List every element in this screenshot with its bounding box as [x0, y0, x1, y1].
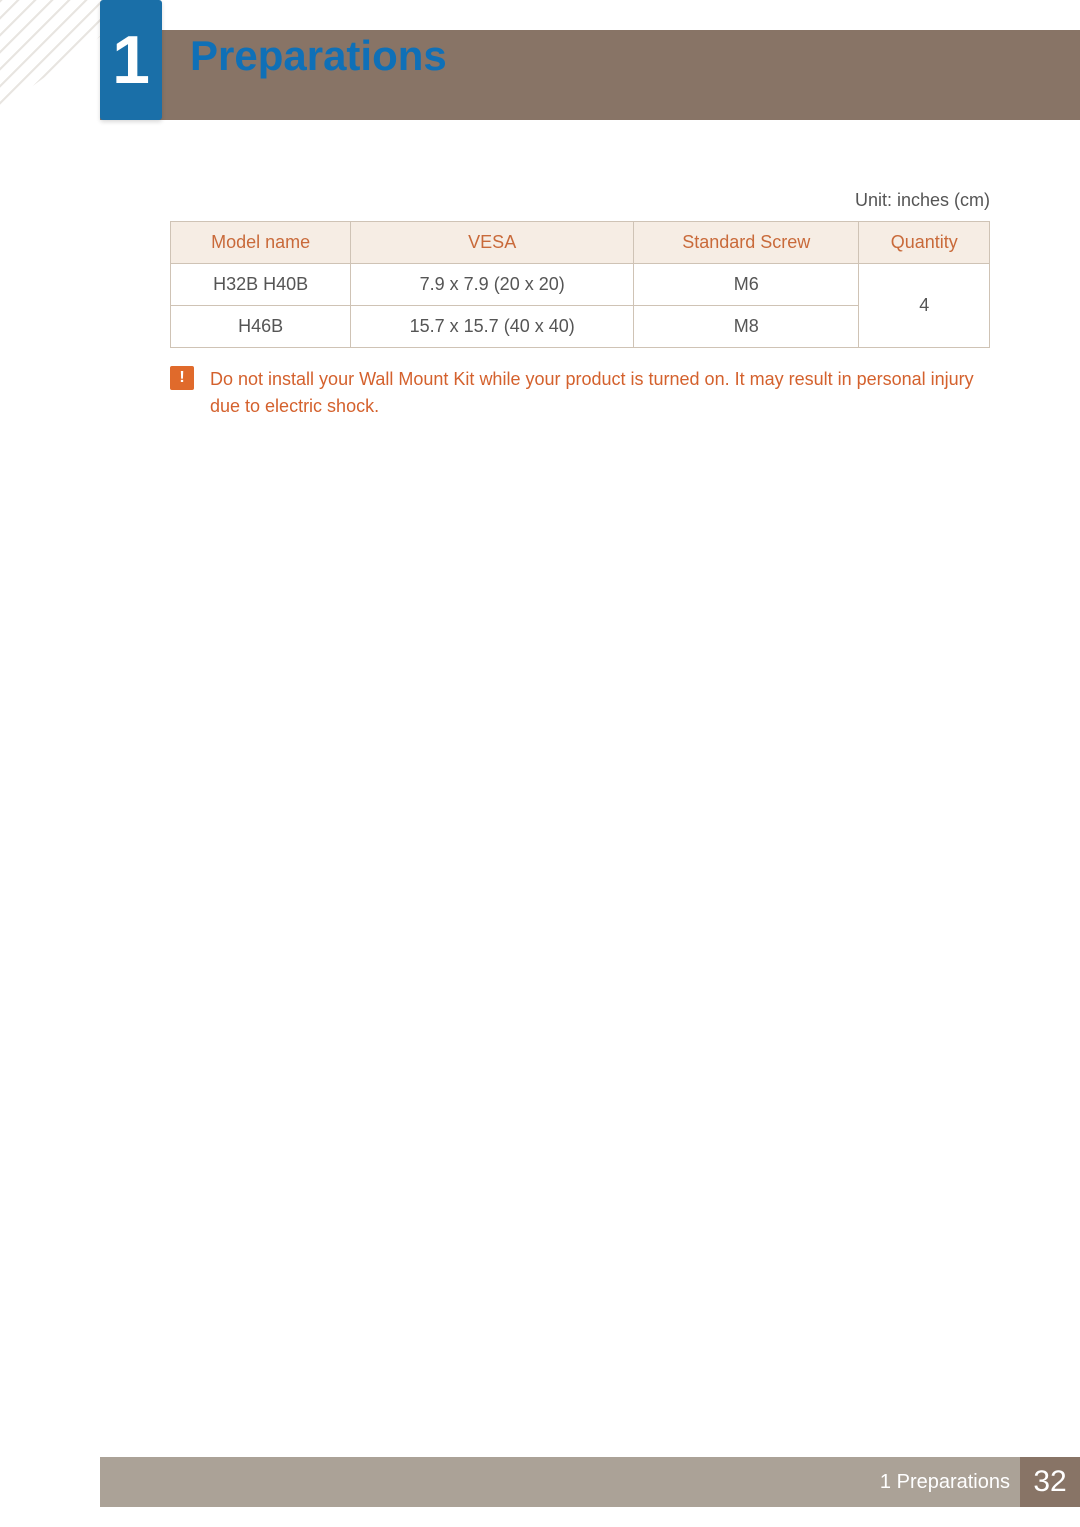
- col-vesa: VESA: [351, 222, 634, 264]
- footer-label: 1 Preparations: [880, 1471, 1010, 1494]
- warning-text: Do not install your Wall Mount Kit while…: [210, 366, 990, 420]
- cell-model: H46B: [171, 306, 351, 348]
- chapter-number: 1: [112, 26, 150, 94]
- page-root: 1 Preparations Unit: inches (cm) Model n…: [0, 0, 1080, 1527]
- table-header-row: Model name VESA Standard Screw Quantity: [171, 222, 990, 264]
- warning-icon: !: [170, 366, 194, 390]
- page-number-badge: 32: [1020, 1457, 1080, 1507]
- col-quantity: Quantity: [859, 222, 990, 264]
- col-model: Model name: [171, 222, 351, 264]
- warning-block: ! Do not install your Wall Mount Kit whi…: [170, 366, 990, 420]
- cell-vesa: 7.9 x 7.9 (20 x 20): [351, 264, 634, 306]
- col-screw: Standard Screw: [634, 222, 859, 264]
- content-area: Unit: inches (cm) Model name VESA Standa…: [170, 190, 990, 420]
- cell-vesa: 15.7 x 15.7 (40 x 40): [351, 306, 634, 348]
- cell-screw: M8: [634, 306, 859, 348]
- page-number: 32: [1033, 1465, 1066, 1499]
- chapter-title: Preparations: [190, 32, 447, 80]
- footer-bar: 1 Preparations 32: [100, 1457, 1080, 1507]
- unit-note: Unit: inches (cm): [170, 190, 990, 211]
- chapter-badge: 1: [100, 0, 162, 120]
- spec-table: Model name VESA Standard Screw Quantity …: [170, 221, 990, 348]
- cell-quantity: 4: [859, 264, 990, 348]
- cell-screw: M6: [634, 264, 859, 306]
- table-row: H32B H40B 7.9 x 7.9 (20 x 20) M6 4: [171, 264, 990, 306]
- warning-icon-glyph: !: [179, 369, 184, 387]
- cell-model: H32B H40B: [171, 264, 351, 306]
